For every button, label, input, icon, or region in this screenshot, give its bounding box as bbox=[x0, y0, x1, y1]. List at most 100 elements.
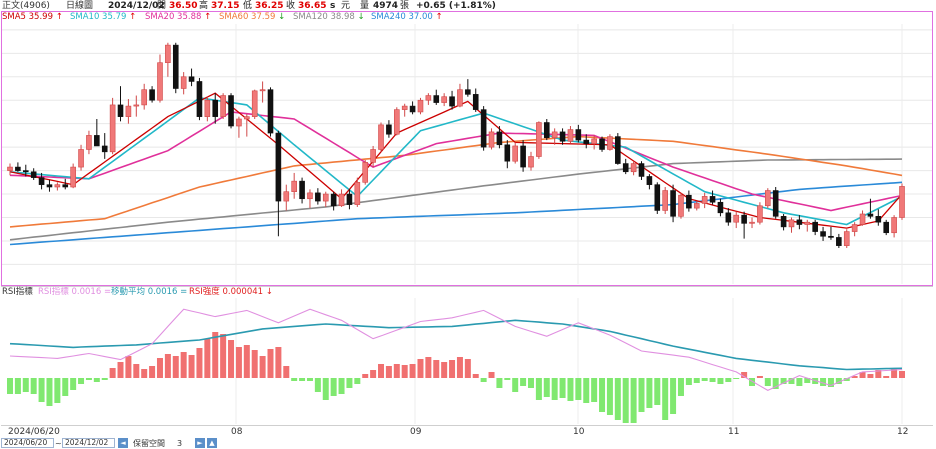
trend-arrow-icon: = bbox=[180, 287, 188, 297]
oscillator-bar bbox=[654, 378, 661, 405]
oscillator-bar bbox=[527, 378, 534, 388]
oscillator-bar bbox=[417, 359, 424, 378]
candle-body bbox=[54, 184, 61, 188]
oscillator-bar bbox=[796, 378, 803, 386]
ma-line-sma120 bbox=[9, 158, 903, 241]
oscillator-bar bbox=[677, 378, 684, 396]
oscillator-bar bbox=[433, 360, 440, 378]
candle-body bbox=[883, 221, 890, 234]
oscillator-bar bbox=[164, 354, 171, 378]
candle-body bbox=[46, 184, 53, 188]
go-button[interactable]: ◄ bbox=[118, 438, 128, 448]
oscillator-bar bbox=[583, 378, 590, 403]
oscillator-bar bbox=[378, 364, 385, 378]
candle-body bbox=[804, 221, 811, 225]
candle-body bbox=[94, 135, 100, 147]
candle-body bbox=[125, 105, 132, 117]
candle-body bbox=[583, 139, 590, 144]
oscillator-bar bbox=[472, 374, 479, 378]
oscillator-bar bbox=[733, 378, 740, 379]
oscillator-bar bbox=[93, 378, 100, 382]
change-value: +0.65 (+1.81%) bbox=[416, 1, 496, 11]
oscillator-bar bbox=[820, 378, 827, 386]
range-separator: ~ bbox=[55, 439, 62, 448]
high-label: 高 bbox=[199, 1, 209, 11]
oscillator-bar bbox=[338, 378, 345, 394]
rsi-panel-frame bbox=[1, 286, 933, 426]
oscillator-bar bbox=[512, 378, 519, 392]
oscillator-bar bbox=[62, 378, 69, 396]
oscillator-bar bbox=[622, 378, 629, 423]
candle-body bbox=[449, 96, 455, 107]
candle-body bbox=[851, 224, 858, 232]
oscillator-bar bbox=[330, 378, 337, 396]
high-value: 37.15 bbox=[211, 1, 240, 11]
gap-label: 保留空間 bbox=[133, 439, 165, 448]
oscillator-bar bbox=[7, 378, 13, 394]
candle-body bbox=[701, 196, 708, 204]
oscillator-bar bbox=[851, 376, 858, 378]
candle-body bbox=[496, 131, 503, 146]
candle-body bbox=[867, 213, 874, 217]
ma-legend-item: SMA60 37.59 ↓ bbox=[219, 12, 285, 23]
oscillator-bar bbox=[567, 378, 574, 401]
quote-date: 2024/12/02 bbox=[108, 1, 165, 11]
range-end-input[interactable]: 2024/12/02 bbox=[62, 438, 115, 448]
range-start-input[interactable]: 2024/06/20 bbox=[1, 438, 54, 448]
candle-body bbox=[117, 104, 124, 117]
oscillator-bar bbox=[393, 364, 400, 378]
candle-body bbox=[275, 132, 282, 202]
trend-arrow-icon: ↓ bbox=[357, 12, 365, 22]
candle-body bbox=[599, 138, 605, 150]
candle-body bbox=[307, 192, 313, 200]
open-label: 開 bbox=[157, 1, 167, 11]
candle-body bbox=[196, 81, 203, 117]
oscillator-bar bbox=[551, 378, 558, 400]
candle-body bbox=[78, 149, 84, 168]
candle-body bbox=[133, 104, 140, 107]
candle-body bbox=[630, 163, 637, 173]
candle-body bbox=[749, 221, 755, 224]
price-panel-frame bbox=[1, 11, 933, 286]
oscillator-bar bbox=[456, 357, 463, 378]
zoom-button[interactable]: ▲ bbox=[207, 438, 217, 448]
candle-body bbox=[315, 192, 321, 202]
candle-body bbox=[725, 212, 732, 223]
candle-body bbox=[859, 213, 866, 225]
candle-body bbox=[30, 171, 37, 178]
candle-body bbox=[551, 131, 558, 139]
oscillator-bar bbox=[464, 359, 471, 378]
candle-body bbox=[15, 166, 21, 171]
oscillator-bar bbox=[638, 378, 645, 412]
oscillator-bar bbox=[156, 358, 163, 378]
rsi-legend-label: RSI強度 0.000041 bbox=[189, 287, 266, 297]
candle-body bbox=[788, 219, 795, 228]
candle-body bbox=[543, 122, 550, 139]
candle-body bbox=[622, 163, 629, 173]
candle-body bbox=[425, 95, 432, 101]
oscillator-bar bbox=[117, 362, 124, 378]
candle-body bbox=[488, 131, 495, 148]
candle-body bbox=[346, 193, 353, 205]
rsi-legend-item: RSI指標 0.0016 = bbox=[38, 287, 111, 298]
oscillator-bar bbox=[196, 348, 203, 378]
candle-body bbox=[559, 131, 566, 142]
oscillator-bar bbox=[133, 364, 140, 378]
oscillator-bar bbox=[354, 378, 361, 384]
scroll-left-button[interactable]: ► bbox=[195, 438, 205, 448]
oscillator-bar bbox=[749, 378, 756, 386]
volume-unit: 張 bbox=[400, 1, 410, 11]
open-value: 36.50 bbox=[169, 1, 198, 11]
candle-body bbox=[236, 118, 242, 127]
x-month-label: 12 bbox=[897, 427, 909, 437]
oscillator-bar bbox=[496, 378, 503, 388]
oscillator-bar bbox=[314, 378, 321, 392]
rsi-line bbox=[9, 308, 903, 392]
candle-body bbox=[757, 205, 763, 223]
oscillator-bar bbox=[504, 378, 511, 380]
ma-legend-label: SMA20 35.88 bbox=[145, 12, 205, 22]
volume-value: 4974 bbox=[373, 1, 399, 11]
oscillator-bar bbox=[141, 369, 148, 378]
gap-value[interactable]: 3 bbox=[177, 439, 183, 448]
